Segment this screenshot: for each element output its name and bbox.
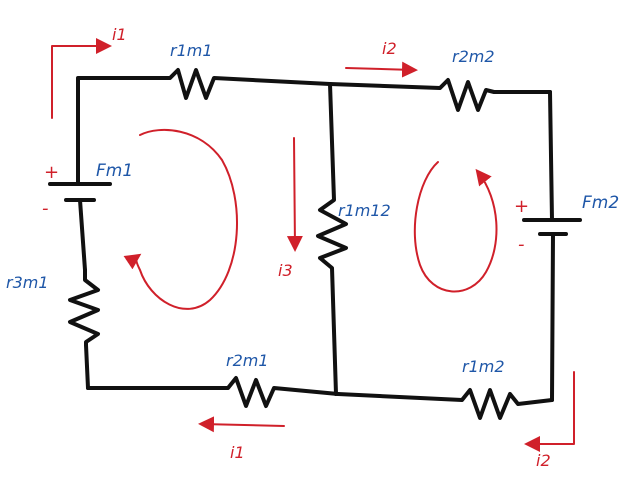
bottom-right-wire bbox=[336, 388, 554, 420]
i3-arrow bbox=[286, 137, 303, 252]
fm1-plus-sign: + bbox=[44, 162, 59, 183]
i2-top-label: i2 bbox=[382, 39, 397, 58]
right-top-wire bbox=[328, 78, 552, 112]
r3m1-label: r3m1 bbox=[6, 273, 49, 292]
i1-bottom-arrow bbox=[198, 416, 285, 433]
left-loop-arrow bbox=[123, 129, 238, 310]
i2-top-arrow bbox=[345, 61, 418, 78]
right-wire-upper bbox=[548, 90, 554, 222]
left-top-wire bbox=[76, 68, 332, 100]
fm1-label: Fm1 bbox=[96, 161, 133, 181]
i3-label: i3 bbox=[278, 261, 293, 280]
i2-bottom-arrow bbox=[524, 371, 575, 452]
r1m1-label: r1m1 bbox=[170, 41, 213, 60]
r1m12-label: r1m12 bbox=[338, 201, 391, 220]
left-wire-middle bbox=[78, 198, 87, 272]
i2-bottom-label: i2 bbox=[536, 451, 551, 470]
fm1-minus-sign: - bbox=[42, 198, 49, 219]
r1m2-label: r1m2 bbox=[462, 357, 505, 376]
right-loop-arrow bbox=[413, 161, 498, 293]
fm2-plus-sign: + bbox=[514, 196, 529, 217]
i1-top-arrow bbox=[51, 38, 112, 119]
middle-wire bbox=[316, 82, 348, 396]
fm2-minus-sign: - bbox=[518, 234, 525, 255]
bottom-left-wire bbox=[86, 376, 340, 408]
right-wire-lower bbox=[550, 232, 555, 402]
r2m2-label: r2m2 bbox=[452, 47, 495, 66]
i1-bottom-label: i1 bbox=[230, 443, 245, 462]
fm2-label: Fm2 bbox=[582, 193, 619, 213]
i1-top-label: i1 bbox=[112, 25, 127, 44]
left-wire-lower bbox=[84, 343, 90, 390]
r2m1-label: r2m1 bbox=[226, 351, 269, 370]
resistor-r3m1 bbox=[68, 268, 100, 347]
